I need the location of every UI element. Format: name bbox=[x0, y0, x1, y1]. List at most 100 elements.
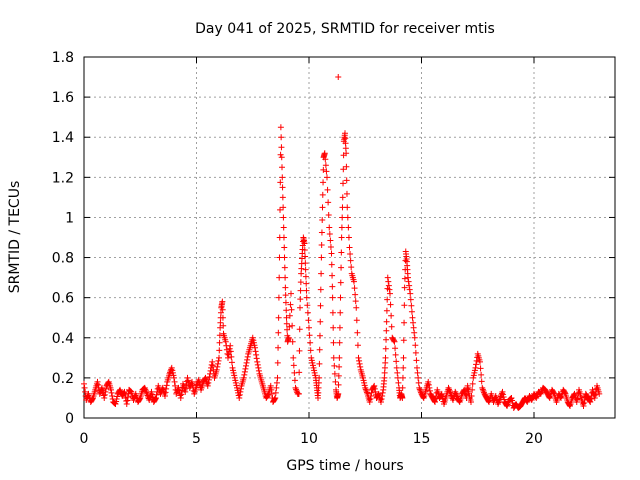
data-point bbox=[272, 394, 279, 401]
data-point bbox=[241, 371, 248, 378]
data-point bbox=[471, 367, 478, 374]
plot-frame bbox=[83, 56, 616, 419]
data-point bbox=[278, 134, 285, 141]
data-point bbox=[279, 174, 286, 181]
data-point bbox=[331, 370, 338, 377]
data-point bbox=[220, 322, 227, 329]
data-point bbox=[329, 283, 336, 290]
data-point bbox=[250, 337, 257, 344]
data-point bbox=[290, 354, 297, 361]
data-point bbox=[395, 379, 402, 386]
data-point bbox=[409, 314, 416, 321]
data-point bbox=[253, 351, 260, 358]
data-point bbox=[207, 367, 214, 374]
data-point bbox=[325, 199, 332, 206]
data-point bbox=[361, 382, 368, 389]
data-point bbox=[235, 392, 242, 399]
data-point bbox=[347, 251, 354, 258]
data-point bbox=[307, 339, 314, 346]
data-point bbox=[413, 357, 420, 364]
data-point bbox=[592, 391, 599, 398]
data-point bbox=[378, 398, 384, 405]
y-tick-label: 1.2 bbox=[52, 170, 74, 186]
data-point bbox=[371, 385, 378, 392]
data-point bbox=[353, 304, 360, 311]
data-point bbox=[298, 260, 305, 267]
data-point bbox=[163, 382, 170, 389]
data-point bbox=[297, 296, 304, 303]
data-point bbox=[252, 344, 258, 351]
data-point bbox=[469, 386, 476, 393]
data-point bbox=[275, 344, 282, 351]
data-point bbox=[335, 381, 342, 388]
data-point bbox=[287, 301, 294, 308]
data-point bbox=[209, 362, 216, 369]
data-point bbox=[315, 379, 322, 386]
data-point bbox=[228, 359, 235, 366]
data-point bbox=[89, 395, 96, 402]
data-point bbox=[162, 389, 169, 396]
data-point bbox=[268, 386, 275, 393]
data-point bbox=[319, 191, 326, 198]
data-point bbox=[408, 302, 415, 309]
data-point bbox=[414, 364, 420, 371]
data-point bbox=[285, 334, 292, 341]
data-point bbox=[352, 291, 359, 298]
data-point bbox=[233, 382, 240, 389]
y-tick-label: 0.8 bbox=[52, 251, 74, 267]
data-point bbox=[573, 398, 580, 405]
data-point bbox=[410, 324, 417, 331]
data-point bbox=[241, 368, 248, 375]
data-point bbox=[328, 261, 335, 268]
data-point bbox=[222, 338, 229, 345]
data-point bbox=[367, 395, 374, 402]
data-point bbox=[232, 377, 239, 384]
data-point bbox=[383, 327, 390, 334]
data-point bbox=[278, 144, 285, 151]
data-point bbox=[279, 184, 286, 191]
data-point bbox=[321, 150, 328, 157]
data-point bbox=[309, 359, 316, 366]
data-point bbox=[390, 337, 397, 344]
data-point bbox=[276, 254, 283, 261]
data-point bbox=[379, 389, 386, 396]
data-point bbox=[315, 394, 321, 401]
data-point bbox=[411, 334, 418, 341]
data-point bbox=[182, 385, 189, 392]
data-point bbox=[177, 394, 184, 401]
data-point bbox=[290, 362, 297, 369]
data-point bbox=[267, 382, 274, 389]
data-point bbox=[279, 164, 285, 171]
data-point bbox=[302, 266, 309, 273]
y-tick-labels: 0 0.2 0.4 0.6 0.8 1 1.2 1.4 1.6 1.8 bbox=[52, 50, 74, 427]
data-point bbox=[468, 392, 475, 399]
data-point bbox=[332, 378, 339, 385]
data-point bbox=[356, 357, 363, 364]
data-point bbox=[327, 237, 334, 244]
data-point bbox=[302, 273, 309, 280]
data-point bbox=[345, 224, 352, 231]
data-point bbox=[317, 286, 324, 293]
data-point bbox=[360, 377, 367, 384]
data-point bbox=[343, 190, 350, 197]
data-point bbox=[381, 364, 388, 371]
y-tick-label: 0 bbox=[65, 411, 74, 427]
data-point bbox=[368, 389, 375, 396]
data-point bbox=[213, 366, 220, 373]
data-point bbox=[309, 362, 316, 369]
data-point bbox=[101, 394, 108, 401]
data-point bbox=[231, 374, 238, 381]
data-point bbox=[400, 354, 407, 361]
data-point bbox=[355, 354, 362, 361]
data-point bbox=[338, 224, 345, 231]
data-point bbox=[281, 254, 288, 261]
data-point bbox=[231, 372, 238, 379]
data-point bbox=[219, 298, 226, 305]
data-point bbox=[401, 284, 408, 291]
x-tick-label: 5 bbox=[192, 431, 201, 447]
data-point bbox=[557, 393, 564, 400]
data-point bbox=[303, 294, 310, 301]
data-point bbox=[275, 294, 282, 301]
data-point bbox=[399, 374, 406, 381]
x-tick-label: 0 bbox=[80, 431, 89, 447]
